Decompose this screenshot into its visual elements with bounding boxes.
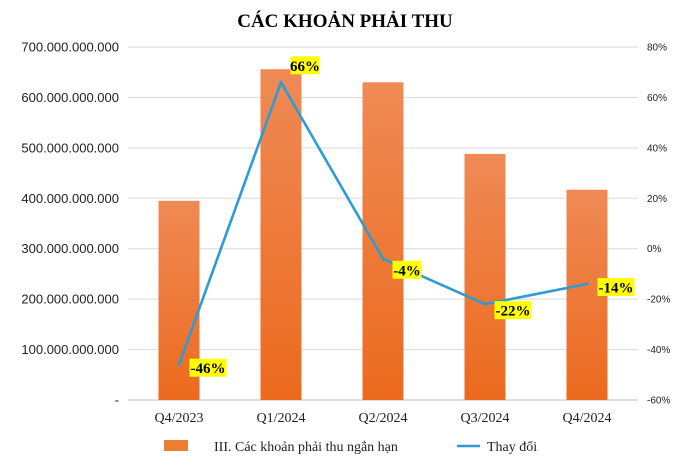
- left-tick-label: 100.000.000.000: [21, 342, 119, 357]
- line-point: [585, 282, 589, 286]
- left-tick-label: 700.000.000.000: [21, 40, 119, 55]
- bar: [362, 82, 404, 401]
- bar: [260, 69, 302, 400]
- right-tick-label: 20%: [647, 194, 667, 205]
- line-series: [177, 80, 589, 367]
- line-point: [177, 363, 181, 367]
- right-tick-label: 80%: [647, 43, 667, 54]
- legend-swatch-bar: [164, 440, 188, 451]
- left-tick-label: 200.000.000.000: [21, 292, 119, 307]
- data-label-background: [494, 301, 532, 320]
- right-tick-label: -60%: [647, 396, 670, 407]
- bar: [464, 153, 506, 400]
- right-tick-label: 60%: [647, 93, 667, 104]
- data-labels: -46% 66% -4% -22% -14%: [189, 56, 635, 377]
- line-point: [279, 80, 283, 84]
- right-axis: -60% -40% -20% 0% 20% 40% 60% 80%: [647, 43, 670, 407]
- category-label: Q3/2024: [461, 411, 510, 426]
- category-label: Q4/2023: [155, 411, 204, 426]
- right-tick-label: 0%: [647, 244, 662, 255]
- bar-series: [158, 69, 608, 401]
- left-tick-label: 600.000.000.000: [21, 90, 119, 105]
- category-label: Q2/2024: [359, 411, 408, 426]
- chart-title: CÁC KHOẢN PHẢI THU: [237, 10, 453, 32]
- right-tick-label: 40%: [647, 143, 667, 154]
- line-point: [483, 302, 487, 306]
- legend-label-line: Thay đổi: [487, 440, 537, 455]
- data-label: -4%: [393, 263, 421, 279]
- left-axis: - 100.000.000.000 200.000.000.000 300.000.0…: [21, 40, 119, 408]
- data-label-background: [290, 56, 320, 75]
- legend: III. Các khoản phải thu ngắn hạn Thay đổi: [164, 440, 537, 455]
- data-label-background: [189, 358, 227, 377]
- data-label-background: [392, 260, 422, 279]
- data-label: -14%: [599, 281, 634, 297]
- data-label-background: [597, 278, 635, 297]
- data-label: -22%: [496, 304, 531, 320]
- category-label: Q1/2024: [257, 411, 306, 426]
- line-point: [381, 257, 385, 261]
- left-tick-label: 500.000.000.000: [21, 140, 119, 155]
- left-tick-label: 400.000.000.000: [21, 191, 119, 206]
- category-label: Q4/2024: [563, 411, 612, 426]
- left-tick-label: -: [115, 393, 119, 408]
- left-tick-label: 300.000.000.000: [21, 241, 119, 256]
- x-axis: Q4/2023 Q1/2024 Q2/2024 Q3/2024 Q4/2024: [155, 411, 612, 426]
- right-tick-label: -40%: [647, 345, 670, 356]
- legend-label-bar: III. Các khoản phải thu ngắn hạn: [214, 440, 398, 455]
- right-tick-label: -20%: [647, 295, 670, 306]
- data-label: -46%: [191, 361, 226, 377]
- data-label: 66%: [290, 59, 320, 75]
